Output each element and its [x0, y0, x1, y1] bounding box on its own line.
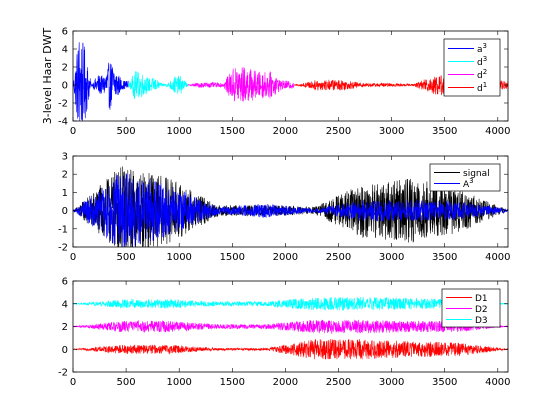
y-tick-label: -2: [58, 368, 68, 379]
legend-label-D1: D1: [475, 294, 488, 304]
legend-label-d²: d2: [477, 68, 487, 81]
y-tick-label: 2: [62, 63, 68, 74]
legend-label-D3: D3: [475, 316, 488, 326]
x-tick-label: 3000: [379, 377, 404, 388]
x-tick-label: 1500: [220, 252, 245, 263]
x-tick-label: 500: [117, 252, 136, 263]
series-d²-line: [187, 67, 295, 102]
x-tick-label: 2500: [326, 377, 351, 388]
legend-label-signal: signal: [463, 169, 490, 179]
y-tick-label: 6: [62, 277, 68, 288]
x-tick-label: 4000: [485, 126, 510, 137]
y-tick-label: -2: [58, 243, 68, 254]
legend-label-d³: d3: [477, 55, 487, 68]
x-tick-label: 1000: [166, 126, 191, 137]
y-tick-label: 2: [62, 322, 68, 333]
y-tick-label: 1: [62, 188, 68, 199]
x-tick-label: 2500: [326, 252, 351, 263]
axes-3: 0 500 1000 1500 2000 2500 3000 3500 4000-20246D1…: [58, 277, 511, 389]
x-tick-label: 2500: [326, 126, 351, 137]
x-tick-label: 0: [70, 377, 76, 388]
y-tick-label: -2: [58, 99, 68, 110]
x-tick-label: 0: [70, 252, 76, 263]
y-axis-label: 3-level Haar DWT: [41, 27, 54, 124]
y-tick-label: 0: [62, 206, 68, 217]
y-tick-label: -4: [58, 117, 68, 128]
axes-1: 0 500 1000 1500 2000 2500 3000 3500 4000 -4 -2 0 2 4 6…: [41, 27, 511, 138]
series-A³-line: [72, 173, 509, 248]
series-D1-line: [72, 339, 509, 360]
axes-frame: [72, 155, 509, 248]
y-tick-label: 4: [62, 299, 68, 310]
x-tick-label: 500: [117, 126, 136, 137]
x-tick-label: 4000: [485, 377, 510, 388]
x-tick-label: 1500: [220, 126, 245, 137]
y-tick-label: 2: [62, 170, 68, 181]
legend-label-A³: A3: [463, 177, 474, 190]
y-tick-label: 6: [62, 27, 68, 38]
y-tick-label: -1: [58, 224, 68, 235]
x-tick-label: 1000: [166, 252, 191, 263]
x-tick-label: 500: [117, 377, 136, 388]
x-tick-label: 1000: [166, 377, 191, 388]
series-a³-line: [72, 42, 129, 122]
y-tick-label: 0: [62, 81, 68, 92]
y-tick-label: 3: [62, 152, 68, 163]
legend-label-d¹: d1: [477, 81, 487, 94]
legend-label-D2: D2: [475, 305, 488, 315]
y-tick-label: 0: [62, 345, 68, 356]
series-d³-line: [127, 71, 188, 100]
axes-2: 0 500 1000 1500 2000 2500 3000 3500 4000 -2 -1 0 1 2 3…: [58, 152, 511, 264]
legend-box: [429, 163, 501, 192]
x-tick-label: 3500: [432, 377, 457, 388]
y-tick-label: 4: [62, 45, 68, 56]
series-D2-line: [72, 319, 509, 335]
x-tick-label: 3500: [432, 252, 457, 263]
series-D3-line: [72, 296, 509, 311]
x-tick-label: 1500: [220, 377, 245, 388]
x-tick-label: 2000: [273, 252, 298, 263]
x-tick-label: 3000: [379, 252, 404, 263]
axes-frame: [72, 30, 509, 122]
x-tick-label: 2000: [273, 126, 298, 137]
x-tick-label: 0: [70, 126, 76, 137]
x-tick-label: 4000: [485, 252, 510, 263]
legend-label-a³: a3: [477, 42, 487, 55]
x-tick-label: 3500: [432, 126, 457, 137]
x-tick-label: 2000: [273, 377, 298, 388]
x-tick-label: 3000: [379, 126, 404, 137]
